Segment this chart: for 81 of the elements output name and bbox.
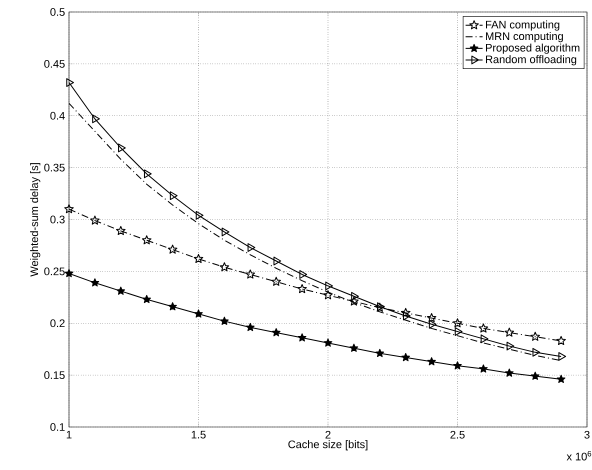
- point: [530, 332, 540, 341]
- text: x 10$^{6}$: [566, 451, 592, 460]
- point: [90, 278, 100, 287]
- y-tick-label: 0.4: [50, 112, 65, 120]
- point: [351, 292, 359, 301]
- point: [271, 276, 281, 286]
- point: [530, 372, 540, 380]
- point: [504, 328, 514, 337]
- point: [427, 357, 436, 366]
- x-tick-label: 1.5: [192, 430, 206, 438]
- point: [194, 309, 203, 318]
- point: [556, 336, 566, 346]
- y-tick-label: 0.45: [44, 60, 65, 68]
- point: [428, 320, 437, 329]
- point: [220, 262, 230, 272]
- point: [299, 270, 308, 279]
- x-tick-label: 1: [66, 430, 72, 438]
- x-tick-label: 2: [326, 430, 330, 439]
- legend-label: Random offloading: [486, 55, 576, 66]
- point: [375, 302, 385, 312]
- point: [479, 364, 488, 373]
- point: [349, 296, 359, 306]
- point: [377, 302, 385, 312]
- x-tick-label: 2.5: [450, 430, 465, 439]
- point: [272, 328, 280, 336]
- point: [556, 374, 566, 383]
- point: [532, 348, 540, 357]
- point: [248, 243, 256, 252]
- point: [478, 323, 488, 333]
- legend-label: Proposed algorithm: [486, 44, 580, 54]
- point: [376, 348, 384, 358]
- point: [506, 342, 514, 350]
- point: [116, 286, 126, 295]
- y-tick-label: 0.35: [44, 164, 65, 172]
- point: [142, 235, 152, 244]
- y-tick-label: 0.5: [50, 8, 65, 16]
- point: [118, 144, 126, 152]
- legend-label: FAN computing: [486, 20, 560, 31]
- point: [325, 282, 333, 290]
- x-tick-label: 3: [584, 430, 590, 439]
- point: [426, 313, 436, 322]
- point: [220, 316, 229, 325]
- point: [116, 226, 126, 236]
- point: [246, 322, 255, 332]
- point: [558, 352, 566, 361]
- point: [324, 338, 332, 347]
- y-axis-title: Weighted-sum delay [s]: [30, 163, 40, 277]
- point: [142, 294, 151, 304]
- point: [402, 312, 411, 320]
- point: [64, 268, 74, 278]
- point: [246, 270, 256, 279]
- point: [168, 244, 178, 254]
- point: [452, 318, 462, 328]
- point: [144, 169, 152, 178]
- point: [401, 353, 410, 362]
- point: [297, 284, 307, 294]
- legend-label: MRN computing: [486, 32, 563, 42]
- point: [222, 228, 230, 236]
- point: [298, 333, 306, 342]
- y-tick-label: 0.3: [50, 216, 65, 224]
- point: [196, 210, 204, 220]
- y-tick-label: 0.2: [50, 319, 65, 328]
- point: [170, 191, 178, 200]
- point: [168, 302, 177, 310]
- y-tick-label: 0.25: [44, 268, 65, 276]
- point: [400, 308, 410, 317]
- point: [505, 368, 514, 377]
- y-tick-label: 0.15: [44, 371, 65, 380]
- point: [194, 254, 204, 264]
- point: [64, 204, 74, 214]
- point: [66, 78, 74, 87]
- point: [480, 334, 488, 344]
- point: [454, 327, 462, 336]
- point: [453, 361, 462, 370]
- x-axis-title: Cache size [bits]: [288, 440, 368, 450]
- point: [92, 114, 100, 124]
- point: [323, 290, 333, 300]
- point: [350, 344, 358, 352]
- point: [90, 216, 100, 225]
- point: [273, 256, 282, 266]
- y-tick-label: 0.1: [50, 423, 65, 431]
